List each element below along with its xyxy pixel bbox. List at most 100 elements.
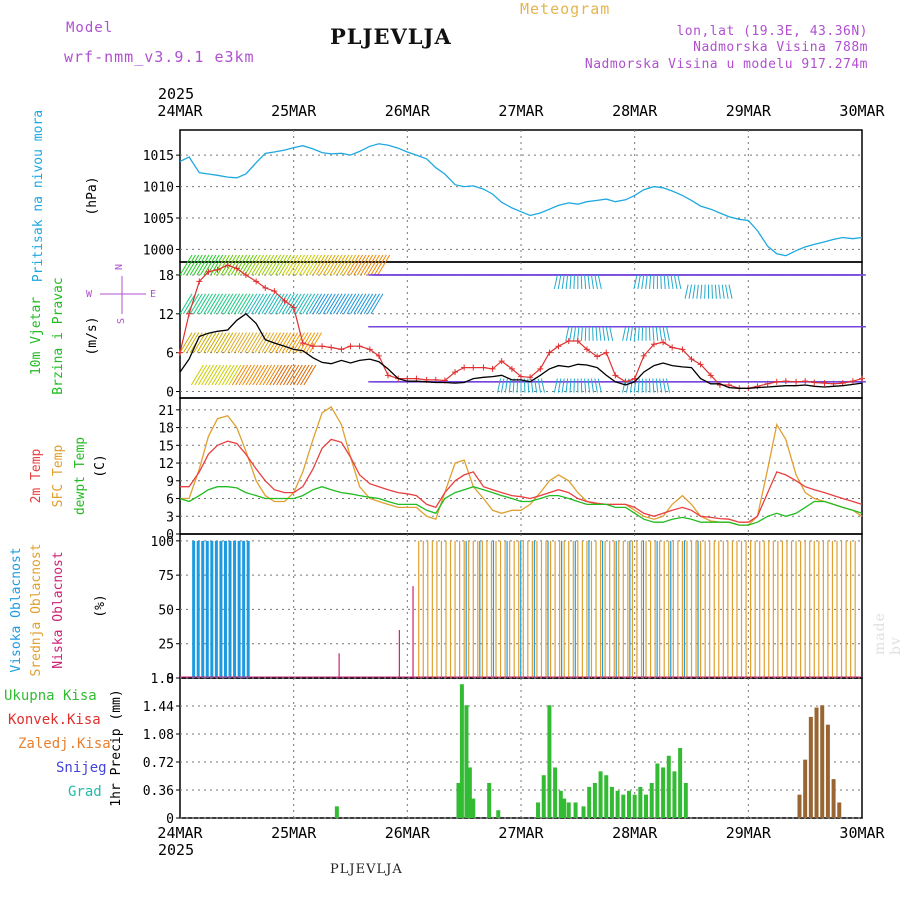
wind-arrow xyxy=(319,254,333,276)
wind-arrow xyxy=(247,254,261,276)
wind-arrow xyxy=(557,274,562,290)
precip-conv-bar xyxy=(820,705,825,818)
wind-arrow xyxy=(714,284,717,299)
wind-arrow xyxy=(244,293,258,315)
wind-subtitle: Brzina i Pravac xyxy=(51,277,66,394)
wind-arrow xyxy=(569,378,572,393)
wind-arrow xyxy=(189,293,203,315)
wind-arrow xyxy=(210,332,224,353)
wind-arrow xyxy=(645,274,648,290)
wind-arrow xyxy=(356,254,370,276)
precip-legend-item: Ukupna Kisa xyxy=(4,688,97,704)
wind-arrow xyxy=(655,378,659,393)
precip-total-bar xyxy=(467,767,472,818)
wind-arrow xyxy=(652,378,655,393)
wind-arrow xyxy=(179,293,193,315)
wind-arrow xyxy=(285,254,299,276)
wind-arrow xyxy=(659,326,663,341)
compass-n-label: N xyxy=(114,264,125,270)
wind-arrow xyxy=(197,364,211,386)
wind-arrow xyxy=(587,274,591,290)
wind-arrow xyxy=(235,364,249,386)
wind-arrow xyxy=(190,364,204,386)
compass-w-label: W xyxy=(86,289,93,300)
wind-arrow xyxy=(247,332,261,353)
wind-arrow xyxy=(281,332,295,353)
wind-arrow xyxy=(367,254,380,276)
wind-arrow xyxy=(264,254,278,276)
gust-marker xyxy=(583,346,590,353)
wind-arrow xyxy=(329,293,343,315)
wind-arrow xyxy=(262,364,276,386)
wind-arrow xyxy=(660,274,662,289)
wind-arrow xyxy=(237,332,251,353)
precip-legend-item: Zaledj.Kisa xyxy=(18,736,111,752)
temp-unit: (C) xyxy=(93,454,108,477)
wind-arrow xyxy=(186,254,200,276)
wind-arrow xyxy=(251,254,265,276)
wind-arrow xyxy=(230,293,244,315)
wind-arrow xyxy=(231,364,245,386)
wind-title: 10m Vjetar xyxy=(29,297,44,375)
wind-arrow xyxy=(237,254,251,276)
wind-arrow xyxy=(363,254,377,276)
wind-arrow xyxy=(540,378,545,393)
wind-arrow xyxy=(237,293,251,315)
top-date-label: 25MAR xyxy=(271,102,317,120)
gust-marker xyxy=(233,265,240,272)
wind-arrow xyxy=(189,254,203,276)
gust-marker xyxy=(527,374,534,381)
wind-arrow xyxy=(271,293,285,315)
wind-arrow xyxy=(339,254,353,276)
wind-arrow xyxy=(227,332,241,353)
precip-legend-item: Grad xyxy=(68,784,102,800)
wind-speed-line xyxy=(179,312,863,389)
wind-arrow xyxy=(573,274,575,289)
wind-arrow xyxy=(688,284,692,299)
wind-arrow xyxy=(666,378,670,393)
wind-arrow xyxy=(228,364,242,386)
wind-arrow xyxy=(370,254,384,276)
precip-total-bar xyxy=(598,771,603,818)
wind-arrow xyxy=(718,284,721,299)
wind-arrow xyxy=(217,332,230,353)
gust-marker xyxy=(764,380,771,387)
wind-arrow xyxy=(179,332,193,353)
wind-arrow xyxy=(213,332,227,353)
wind-arrow xyxy=(725,284,729,299)
wind-arrow xyxy=(281,254,295,276)
wind-arrow xyxy=(594,378,598,393)
wind-arrow xyxy=(275,254,288,276)
wind-arrow xyxy=(223,293,237,315)
bottom-date-label: 30MAR xyxy=(839,824,885,842)
wind-arrow xyxy=(295,293,309,315)
wind-arrow xyxy=(300,364,313,386)
pressure-unit: (hPa) xyxy=(85,176,100,215)
wind-arrow xyxy=(580,274,583,289)
wind-arrow xyxy=(204,364,218,386)
wind-arrow xyxy=(285,293,299,315)
wind-arrow xyxy=(309,293,323,315)
wind-arrow xyxy=(527,378,530,393)
wind-arrow xyxy=(186,332,200,353)
precip-conv-bar xyxy=(797,794,802,818)
precip-total-bar xyxy=(459,684,464,818)
model-elevation-label: Nadmorska Visina u modelu 917.274m xyxy=(584,57,868,72)
gust-marker xyxy=(319,343,326,350)
gust-marker xyxy=(489,365,496,372)
wind-arrow xyxy=(590,274,594,290)
temp-2m-title: 2m Temp xyxy=(29,448,44,503)
wind-arrow xyxy=(214,364,228,386)
gust-marker xyxy=(224,262,231,269)
wind-arrow xyxy=(254,254,268,276)
wind-arrow xyxy=(500,378,505,393)
wind-arrow xyxy=(497,378,502,393)
wind-arrow xyxy=(271,254,285,276)
wind-arrow xyxy=(637,378,640,393)
wind-arrow xyxy=(251,332,265,353)
wind-arrow xyxy=(667,274,670,290)
temperature-ytick-label: 0 xyxy=(166,528,174,543)
precipitation-ytick-label: 1.08 xyxy=(143,728,174,743)
wind-arrow xyxy=(662,326,667,341)
wind-arrow xyxy=(312,254,326,276)
